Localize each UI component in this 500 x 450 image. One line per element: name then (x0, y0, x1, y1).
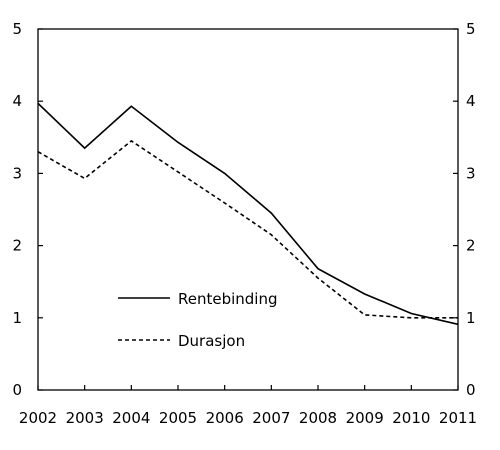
x-tick-label: 2005 (159, 409, 197, 427)
y-tick-label-right: 2 (466, 237, 476, 255)
legend-label-durasjon: Durasjon (178, 332, 245, 350)
y-tick-label-left: 5 (12, 20, 22, 38)
legend-label-rentebinding: Rentebinding (178, 290, 278, 308)
y-tick-label-left: 0 (12, 381, 22, 399)
x-tick-label: 2010 (392, 409, 430, 427)
y-tick-label-left: 4 (12, 92, 22, 110)
x-tick-label: 2006 (206, 409, 244, 427)
x-tick-label: 2009 (346, 409, 384, 427)
y-tick-label-left: 3 (12, 164, 22, 182)
x-tick-label: 2003 (66, 409, 104, 427)
x-tick-label: 2004 (112, 409, 150, 427)
legend: Rentebinding Durasjon (118, 290, 278, 350)
y-tick-label-right: 3 (466, 164, 476, 182)
x-tick-label: 2011 (439, 409, 477, 427)
y-tick-label-right: 5 (466, 20, 476, 38)
axis-ticks: 0 0 1 1 2 2 3 3 4 4 5 5 2002 2003 2004 2005 2006 2007 2008… (12, 20, 477, 427)
y-tick-label-right: 4 (466, 92, 476, 110)
series-lines (37, 102, 459, 326)
y-tick-label-right: 0 (466, 381, 476, 399)
x-tick-label: 2002 (19, 409, 57, 427)
y-tick-label-left: 2 (12, 237, 22, 255)
plot-frame (37, 28, 459, 391)
x-tick-label: 2007 (252, 409, 290, 427)
series-line-durasjon (37, 139, 458, 319)
x-tick-label: 2008 (299, 409, 337, 427)
series-line-rentebinding (37, 102, 459, 326)
y-tick-label-right: 1 (466, 309, 476, 327)
y-tick-label-left: 1 (12, 309, 22, 327)
